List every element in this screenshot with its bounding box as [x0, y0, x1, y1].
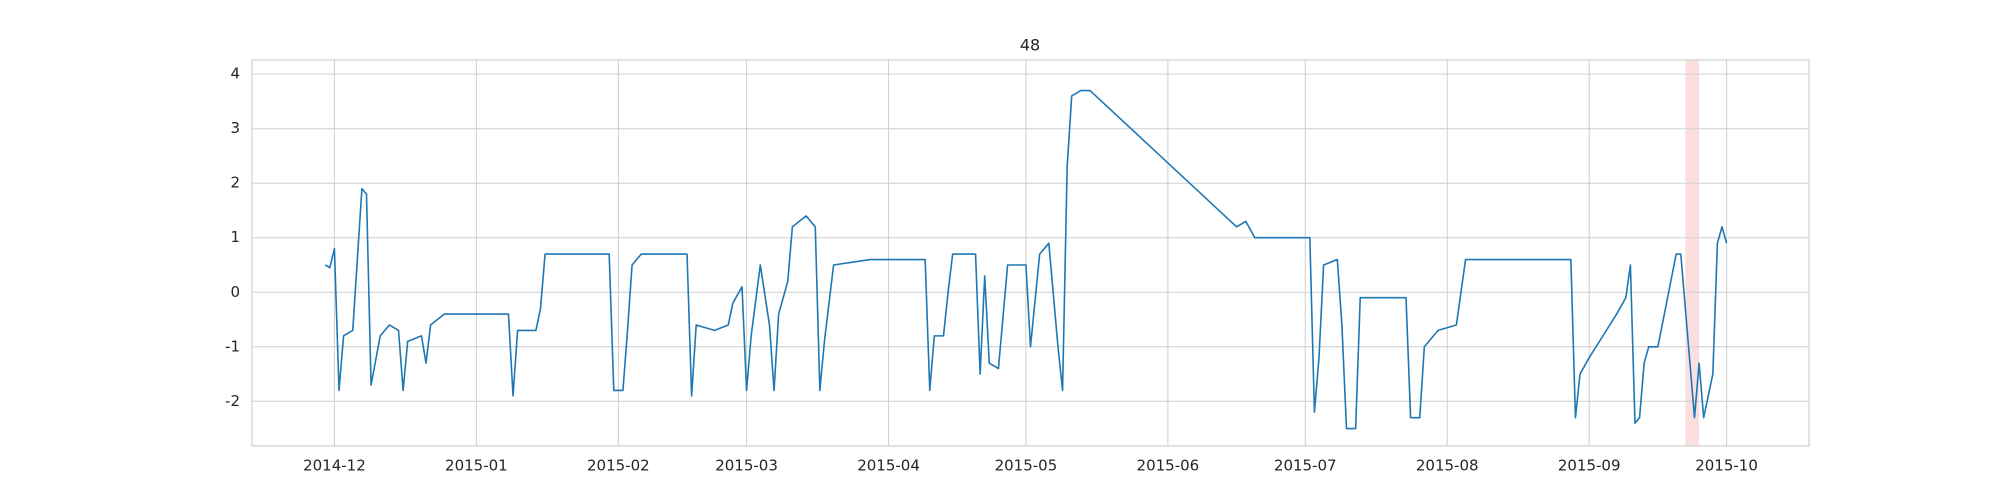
y-tick-label: 4 [230, 65, 240, 83]
x-tick-label: 2015-09 [1558, 457, 1621, 475]
x-tick-label: 2015-01 [445, 457, 508, 475]
y-tick-label: 3 [230, 119, 240, 137]
data-line [324, 89, 1728, 430]
x-tick-label: 2014-12 [303, 457, 366, 475]
x-tick-label: 2015-05 [995, 457, 1058, 475]
y-tick-label: 0 [230, 283, 240, 301]
x-tick-label: 2015-08 [1416, 457, 1479, 475]
y-tick-label: -2 [225, 392, 240, 410]
x-tick-label: 2015-07 [1274, 457, 1337, 475]
x-tick-label: 2015-06 [1137, 457, 1200, 475]
x-tick-label: 2015-10 [1695, 457, 1758, 475]
x-tick-label: 2015-03 [715, 457, 778, 475]
axes-frame [251, 59, 1810, 447]
x-tick-label: 2015-02 [587, 457, 650, 475]
x-tick-label: 2015-04 [857, 457, 920, 475]
y-tick-label: -1 [225, 337, 240, 355]
y-tick-label: 1 [230, 228, 240, 246]
chart-title: 48 [1020, 36, 1040, 55]
y-tick-label: 2 [230, 174, 240, 192]
